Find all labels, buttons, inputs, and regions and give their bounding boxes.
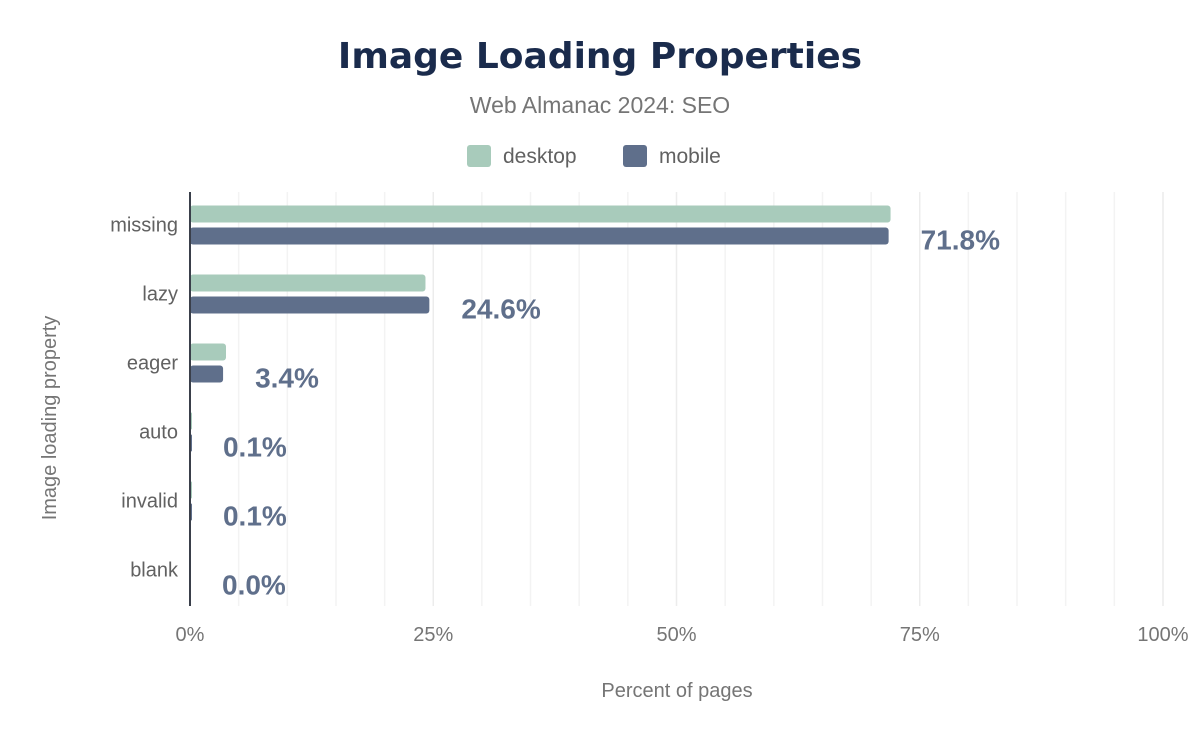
x-tick-label: 75%	[900, 624, 940, 646]
legend-swatch-desktop	[467, 145, 491, 167]
data-label: 0.1%	[223, 432, 287, 463]
chart-title: Image Loading Properties	[338, 36, 862, 77]
x-tick-label: 0%	[176, 624, 205, 646]
x-axis-label: Percent of pages	[601, 680, 752, 702]
gridlines	[237, 192, 1164, 606]
data-label: 0.1%	[223, 501, 287, 532]
data-label: 0.0%	[222, 570, 286, 601]
chart-subtitle: Web Almanac 2024: SEO	[470, 92, 730, 118]
category-label: blank	[130, 560, 179, 582]
legend-swatch-mobile	[623, 145, 647, 167]
legend-label-desktop: desktop	[503, 145, 577, 168]
x-tick-labels: 0% 25% 50% 75% 100%	[176, 624, 1189, 646]
bars: 71.8% 24.6% 3.4% 0.1% 0.1% 0.0%	[190, 205, 1000, 601]
x-tick-label: 25%	[413, 624, 453, 646]
category-label: missing	[110, 215, 178, 237]
category-label: auto	[139, 422, 178, 444]
category-label: eager	[127, 353, 178, 375]
bar-desktop	[190, 205, 891, 223]
y-axis-label: Image loading property	[39, 316, 61, 521]
bar-mobile	[190, 227, 889, 245]
data-label: 3.4%	[255, 363, 319, 394]
bar-desktop	[190, 343, 227, 361]
bar-mobile	[190, 365, 224, 383]
x-tick-label: 50%	[656, 624, 696, 646]
data-label: 71.8%	[921, 225, 1000, 256]
bar-mobile	[190, 296, 430, 314]
category-label: invalid	[121, 491, 178, 513]
legend-label-mobile: mobile	[659, 145, 721, 168]
category-label: lazy	[142, 284, 178, 306]
x-tick-label: 100%	[1137, 624, 1188, 646]
legend: desktop mobile	[467, 145, 721, 168]
category-labels: missing lazy eager auto invalid blank	[110, 215, 179, 582]
bar-desktop	[190, 274, 426, 292]
data-label: 24.6%	[461, 294, 540, 325]
